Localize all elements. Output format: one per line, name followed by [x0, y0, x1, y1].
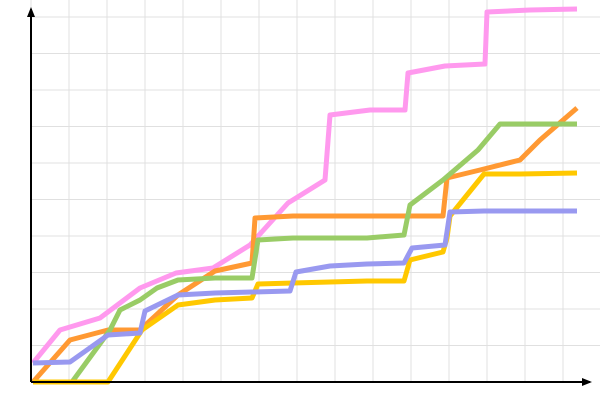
axes: [27, 7, 592, 386]
y-axis-arrow-icon: [27, 7, 35, 17]
series-line-orange: [31, 106, 579, 384]
data-series-layer: [31, 6, 579, 385]
x-axis-arrow-icon: [582, 378, 592, 386]
series-line-periwinkle: [32, 208, 577, 366]
series-line-green: [33, 121, 577, 385]
series-line-violet: [31, 6, 578, 365]
grid-lines: [30, 0, 600, 382]
